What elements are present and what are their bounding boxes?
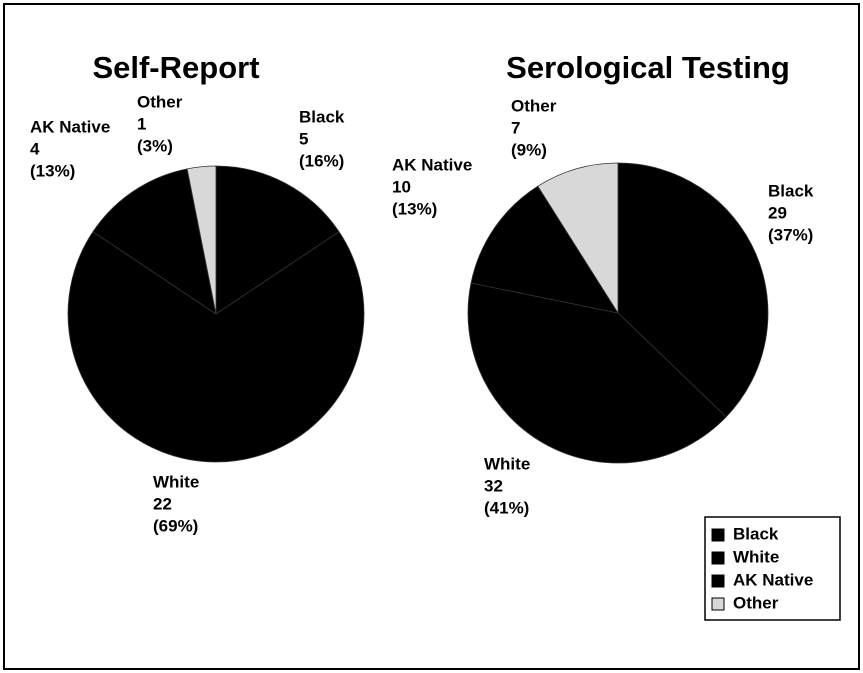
pie-slice [617, 162, 769, 418]
legend-swatch [711, 574, 725, 588]
legend-label: Other [733, 593, 779, 612]
legend [704, 516, 841, 621]
slice-label-value: 29 [768, 203, 787, 222]
slice-label-name: AK Native [392, 155, 472, 174]
chart-title: Serological Testing [506, 50, 790, 85]
slice-label-value: 22 [153, 494, 172, 513]
slice-label-name: Black [768, 181, 814, 200]
pie-slice [470, 185, 619, 314]
legend-swatch [711, 597, 725, 611]
slice-label-value: 5 [299, 129, 308, 148]
pie-slice [186, 165, 217, 315]
slice-label-percent: (41%) [484, 498, 529, 517]
pie-slice [467, 282, 727, 464]
legend-label: White [733, 547, 779, 566]
slice-label-value: 32 [484, 476, 503, 495]
slice-label-name: Black [299, 107, 345, 126]
legend-label: Black [733, 524, 779, 543]
slice-label-percent: (37%) [768, 225, 813, 244]
pie-slice [215, 165, 340, 315]
slice-label-percent: (16%) [299, 151, 344, 170]
legend-swatch [711, 551, 725, 565]
slice-label-value: 7 [511, 118, 520, 137]
slice-label-name: AK Native [30, 117, 110, 136]
slice-label-percent: (13%) [30, 161, 75, 180]
chart-title: Self-Report [92, 50, 259, 85]
slice-label-percent: (69%) [153, 516, 198, 535]
slice-label-name: Other [511, 96, 557, 115]
slice-label-name: White [153, 472, 199, 491]
slice-label-value: 1 [137, 114, 146, 133]
legend-label: AK Native [733, 570, 813, 589]
pie-slice [92, 168, 217, 315]
pie-slice [537, 162, 619, 315]
slice-label-name: Other [137, 92, 183, 111]
slice-label-value: 4 [30, 139, 40, 158]
pie-slice [67, 231, 365, 463]
slice-label-name: White [484, 454, 530, 473]
slice-label-percent: (9%) [511, 140, 547, 159]
slice-label-value: 10 [392, 177, 411, 196]
slice-label-percent: (13%) [392, 199, 437, 218]
legend-swatch [711, 528, 725, 542]
slice-label-percent: (3%) [137, 136, 173, 155]
